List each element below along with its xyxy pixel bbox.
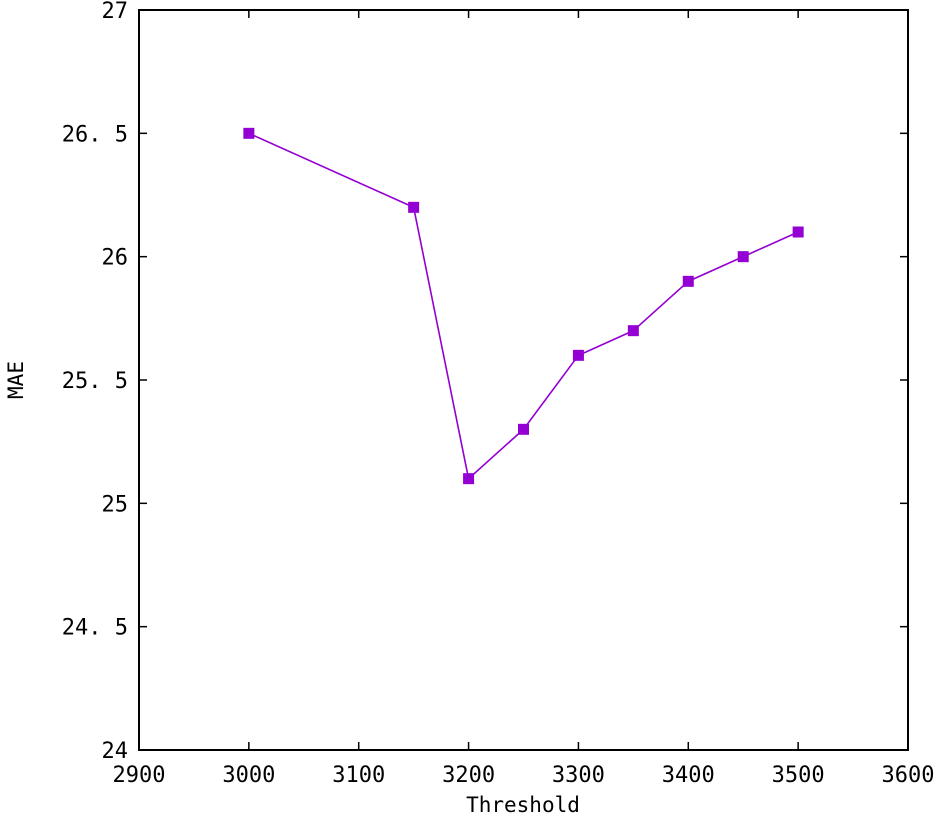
data-point [572, 349, 584, 361]
data-point [518, 423, 529, 435]
x-tick-label: 2900 [113, 763, 166, 788]
tick-labels: 2900 3000 3100 3200 3300 3400 3500 3600 24 24. 5 2… [62, 0, 935, 788]
y-axis-label: MAE [4, 361, 28, 399]
y-tick-label: 25. 5 [62, 369, 128, 394]
series-group [243, 127, 804, 485]
x-tick-label: 3300 [552, 763, 605, 788]
data-point [627, 325, 639, 337]
x-tick-label: 3200 [442, 763, 495, 788]
x-tick-label: 3600 [882, 763, 935, 788]
y-tick-label: 26. 5 [62, 122, 128, 147]
x-tick-label: 3500 [772, 763, 825, 788]
data-point [682, 275, 694, 287]
x-axis-label: Threshold [466, 793, 580, 817]
y-tick-label: 24. 5 [62, 616, 128, 641]
y-tick-label: 25 [102, 492, 129, 517]
data-point [737, 251, 749, 263]
x-tick-label: 3400 [662, 763, 715, 788]
axis-ticks [138, 9, 909, 751]
data-point [408, 201, 420, 213]
data-point [792, 226, 804, 238]
data-point [463, 473, 475, 485]
x-tick-label: 3100 [332, 763, 385, 788]
plot-frame [138, 9, 909, 751]
y-tick-label: 27 [102, 0, 129, 24]
x-tick-label: 3000 [222, 763, 275, 788]
data-point [243, 127, 255, 139]
y-tick-label: 24 [102, 739, 129, 764]
y-tick-label: 26 [102, 246, 129, 271]
